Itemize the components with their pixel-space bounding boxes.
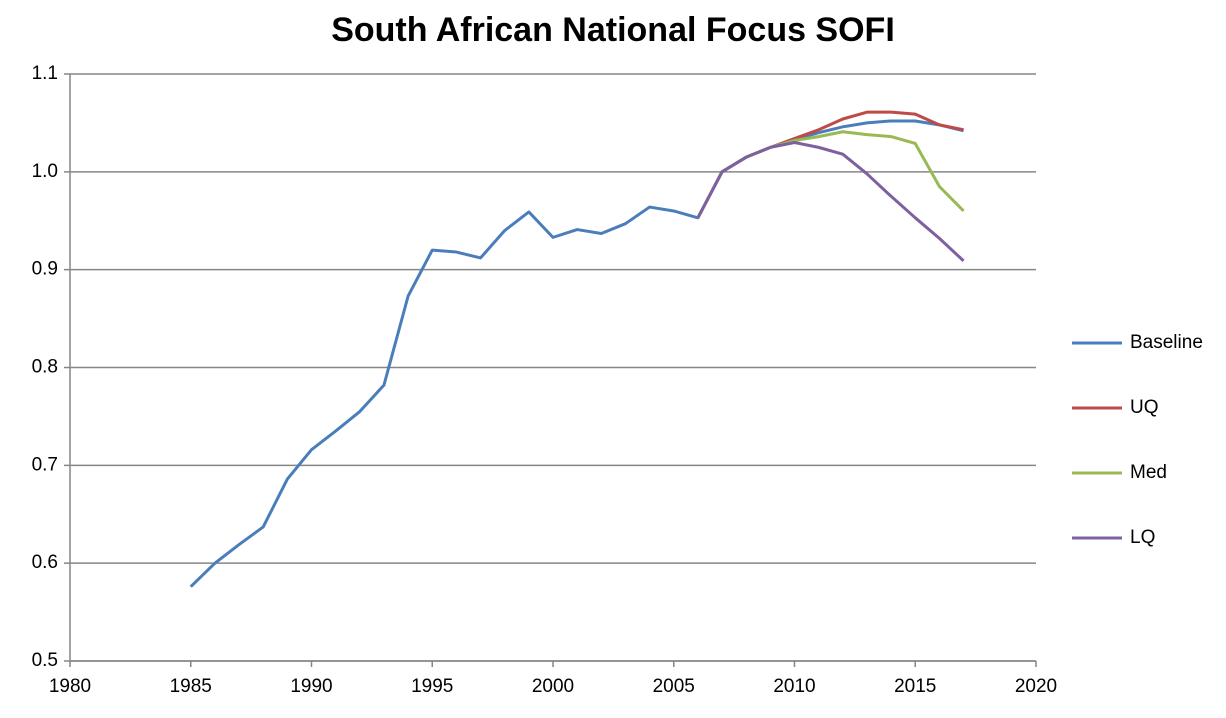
y-tick-label: 0.7	[32, 454, 58, 475]
x-tick-label: 1995	[411, 676, 453, 697]
y-tick-label: 0.8	[32, 357, 58, 378]
x-tick-label: 1990	[290, 676, 332, 697]
legend-label: Baseline	[1130, 332, 1203, 353]
x-tick-label: 2020	[1015, 676, 1057, 697]
x-tick-label: 1980	[49, 676, 91, 697]
legend-label: Med	[1130, 462, 1167, 483]
x-tick-label: 2010	[773, 676, 815, 697]
legend-label: LQ	[1130, 527, 1155, 548]
series-line	[189, 119, 964, 588]
series-line	[696, 140, 965, 262]
y-tick-label: 0.6	[32, 552, 58, 573]
series-line	[696, 110, 964, 219]
series-line	[696, 130, 965, 219]
x-tick-label: 1985	[170, 676, 212, 697]
y-tick-label: 0.5	[32, 650, 58, 671]
x-tick-label: 2005	[653, 676, 695, 697]
y-tick-label: 1.1	[32, 63, 58, 84]
chart-title: South African National Focus SOFI	[331, 11, 895, 49]
y-tick-label: 0.9	[32, 259, 58, 280]
x-tick-label: 2015	[894, 676, 936, 697]
x-tick-label: 2000	[532, 676, 574, 697]
legend-label: UQ	[1130, 397, 1159, 418]
y-tick-label: 1.0	[32, 161, 58, 182]
